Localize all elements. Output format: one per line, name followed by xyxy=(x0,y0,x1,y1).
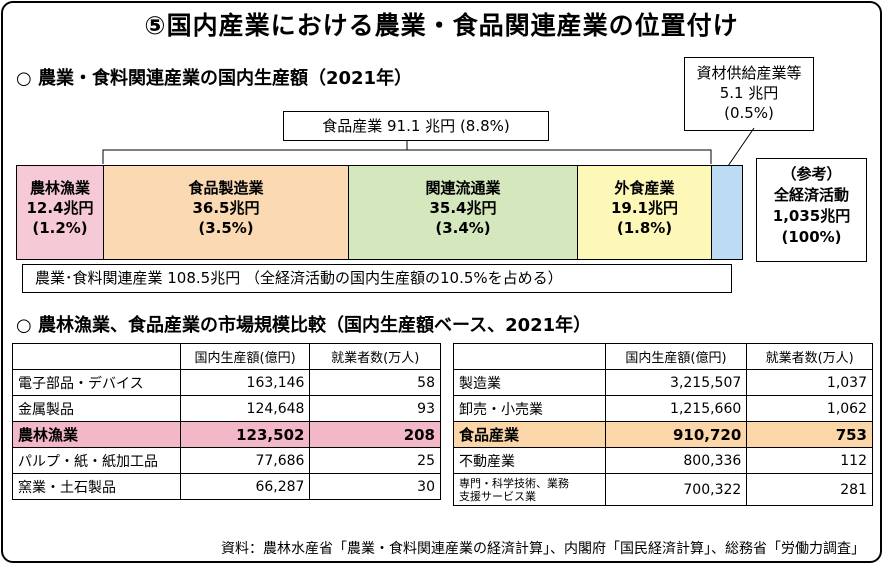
section2-heading: ○ 農林漁業、食品産業の市場規模比較（国内生産額ベース、2021年） xyxy=(16,315,592,336)
segment-pct: (1.2%) xyxy=(32,219,88,237)
row-name: 専門・科学技術、業務 支援サービス業 xyxy=(453,473,606,506)
row-name: パルプ・紙・紙加工品 xyxy=(12,447,181,474)
bracket-lines xyxy=(102,127,755,167)
segment-food-service: 外食産業 19.1兆円 (1.8%) xyxy=(577,166,711,259)
table-row: 農林漁業 123,502 208 xyxy=(12,421,441,448)
supply-industry-pct: (0.5%) xyxy=(724,104,774,122)
column-header xyxy=(453,343,606,370)
reference-name: 全経済活動 xyxy=(773,186,849,204)
table-row: 金属製品 124,648 93 xyxy=(12,395,441,422)
row-value: 123,502 xyxy=(179,421,311,448)
row-workers: 58 xyxy=(309,369,441,396)
row-workers: 25 xyxy=(309,447,441,474)
segment-name: 外食産業 xyxy=(614,179,675,197)
stacked-bar xyxy=(16,165,743,260)
segment-food-manufacturing: 食品製造業 36.5兆円 (3.5%) xyxy=(103,166,348,259)
segment-distribution: 関連流通業 35.4兆円 (3.4%) xyxy=(348,166,577,259)
table-row: 食品産業 910,720 753 xyxy=(453,421,873,448)
supply-industry-name: 資材供給産業等 xyxy=(696,64,802,82)
page-title: ⑤国内産業における農業・食品関連産業の位置付け xyxy=(144,11,739,40)
supply-industry-value: 5.1 兆円 xyxy=(719,84,779,102)
table-row: 製造業 3,215,507 1,037 xyxy=(453,369,873,396)
segment-value: 36.5兆円 xyxy=(192,199,260,217)
row-workers: 112 xyxy=(746,447,873,474)
segment-pct: (1.8%) xyxy=(616,219,673,237)
segment-name: 農林漁業 xyxy=(29,179,90,197)
segment-pct: (3.4%) xyxy=(435,219,491,237)
row-workers: 1,037 xyxy=(746,369,873,396)
column-header: 就業者数(万人) xyxy=(746,343,873,370)
row-name: 電子部品・デバイス xyxy=(12,369,181,396)
summary-box: 農業･食料関連産業 108.5兆円 （全経済活動の国内生産額の10.5%を占める… xyxy=(22,264,732,293)
table-row: 卸売・小売業 1,215,660 1,062 xyxy=(453,395,873,422)
row-value: 66,287 xyxy=(179,473,311,500)
row-value: 77,686 xyxy=(179,447,311,474)
row-name: 製造業 xyxy=(453,369,606,396)
row-name: 窯業・土石製品 xyxy=(12,473,181,500)
left-table: 国内生産額(億円) 就業者数(万人) 電子部品・デバイス 163,146 58 金属製… xyxy=(12,343,441,500)
row-workers: 208 xyxy=(309,421,441,448)
table-row: 不動産業 800,336 112 xyxy=(453,447,873,474)
row-name: 卸売・小売業 xyxy=(453,395,606,422)
row-workers: 93 xyxy=(309,395,441,422)
segment-value: 19.1兆円 xyxy=(610,199,678,217)
table-row: 専門・科学技術、業務 支援サービス業 700,322 281 xyxy=(453,473,873,506)
food-industry-total-label: 食品産業 91.1 兆円 (8.8%) xyxy=(283,111,549,141)
row-name-line2: 支援サービス業 xyxy=(459,489,536,503)
source-note: 資料：農林水産省「農業・食料関連産業の経済計算」、内閣府「国民経済計算」、総務省… xyxy=(221,541,865,557)
row-workers: 1,062 xyxy=(746,395,873,422)
reference-label: （参考） xyxy=(781,165,842,183)
row-value: 910,720 xyxy=(604,421,748,448)
reference-box: （参考） 全経済活動 1,035兆円 (100%) xyxy=(756,158,867,262)
segment-name: 関連流通業 xyxy=(425,179,501,197)
row-name: 不動産業 xyxy=(453,447,606,474)
row-value: 800,336 xyxy=(604,447,748,474)
reference-pct: (100%) xyxy=(781,228,842,246)
row-name: 農林漁業 xyxy=(12,421,181,448)
row-workers: 30 xyxy=(309,473,441,500)
column-header xyxy=(12,343,181,370)
table-row: パルプ・紙・紙加工品 77,686 25 xyxy=(12,447,441,474)
supply-industry-box: 資材供給産業等 5.1 兆円 (0.5%) xyxy=(684,57,814,131)
row-name-line1: 専門・科学技術、業務 xyxy=(459,476,569,490)
row-value: 124,648 xyxy=(179,395,311,422)
table-row: 電子部品・デバイス 163,146 58 xyxy=(12,369,441,396)
row-value: 1,215,660 xyxy=(604,395,748,422)
section1-heading: ○ 農業・食料関連産業の国内生産額（2021年） xyxy=(16,68,413,89)
row-name: 金属製品 xyxy=(12,395,181,422)
row-value: 163,146 xyxy=(179,369,311,396)
segment-value: 35.4兆円 xyxy=(429,199,497,217)
segment-supply-industry xyxy=(711,166,742,259)
segment-name: 食品製造業 xyxy=(188,179,264,197)
column-header: 就業者数(万人) xyxy=(309,343,441,370)
segment-pct: (3.5%) xyxy=(198,219,254,237)
right-table: 国内生産額(億円) 就業者数(万人) 製造業 3,215,507 1,037 卸売・小… xyxy=(453,343,873,506)
column-header: 国内生産額(億円) xyxy=(604,343,748,370)
reference-value: 1,035兆円 xyxy=(772,207,851,225)
row-value: 700,322 xyxy=(604,473,748,506)
row-name: 食品産業 xyxy=(453,421,606,448)
segment-value: 12.4兆円 xyxy=(26,199,94,217)
table-row: 窯業・土石製品 66,287 30 xyxy=(12,473,441,500)
row-value: 3,215,507 xyxy=(604,369,748,396)
column-header: 国内生産額(億円) xyxy=(179,343,311,370)
segment-agriculture: 農林漁業 12.4兆円 (1.2%) xyxy=(17,166,103,259)
row-workers: 753 xyxy=(746,421,873,448)
row-workers: 281 xyxy=(746,473,873,506)
